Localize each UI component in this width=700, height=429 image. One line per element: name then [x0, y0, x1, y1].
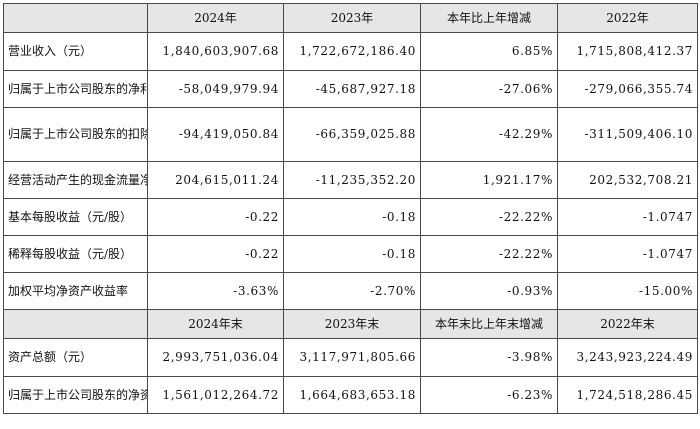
- cell-2023: -11,235,352.20: [283, 161, 421, 199]
- row-label: 营业收入（元）: [3, 32, 148, 71]
- cell-change: -0.93%: [420, 272, 558, 310]
- table-row: 归属于上市公司股东的扣除非经常性损益的净利润（元） -94,419,050.84…: [3, 107, 698, 162]
- cell-2024: -3.63%: [147, 272, 284, 310]
- row-label: 稀释每股收益（元/股）: [3, 235, 148, 273]
- cell-change: -22.22%: [420, 235, 558, 273]
- subheader-yoy-change: 本年末比上年末增减: [420, 309, 558, 339]
- cell-2023: -0.18: [283, 235, 421, 273]
- header-2023: 2023年: [283, 3, 421, 33]
- cell-2024: -58,049,979.94: [147, 70, 284, 108]
- table-subheader-row: 2024年末 2023年末 本年末比上年末增减 2022年末: [3, 309, 698, 339]
- cell-change: 6.85%: [420, 32, 558, 71]
- cell-2023: -2.70%: [283, 272, 421, 310]
- cell-2023: -45,687,927.18: [283, 70, 421, 108]
- table-row: 归属于上市公司股东的净利润（元） -58,049,979.94 -45,687,…: [3, 70, 698, 108]
- cell-2022: -311,509,406.10: [557, 107, 698, 162]
- subheader-blank-cell: [3, 309, 148, 339]
- row-label: 加权平均净资产收益率: [3, 272, 148, 310]
- table-row: 稀释每股收益（元/股） -0.22 -0.18 -22.22% -1.0747: [3, 235, 698, 273]
- row-label: 归属于上市公司股东的扣除非经常性损益的净利润（元）: [3, 107, 148, 162]
- cell-2024: -0.22: [147, 235, 284, 273]
- cell-2024: 204,615,011.24: [147, 161, 284, 199]
- cell-change: -22.22%: [420, 198, 558, 236]
- row-label: 经营活动产生的现金流量净额（元）: [3, 161, 148, 199]
- cell-2024: -94,419,050.84: [147, 107, 284, 162]
- header-2022: 2022年: [557, 3, 698, 33]
- cell-2023: -66,359,025.88: [283, 107, 421, 162]
- cell-2022: -15.00%: [557, 272, 698, 310]
- header-blank-cell: [3, 3, 148, 33]
- subheader-2022-end: 2022年末: [557, 309, 698, 339]
- cell-change: -27.06%: [420, 70, 558, 108]
- cell-2024: -0.22: [147, 198, 284, 236]
- cell-2022: 3,243,923,224.49: [557, 338, 698, 377]
- table-row: 资产总额（元） 2,993,751,036.04 3,117,971,805.6…: [3, 338, 698, 377]
- cell-2023: 3,117,971,805.66: [283, 338, 421, 377]
- table-row: 加权平均净资产收益率 -3.63% -2.70% -0.93% -15.00%: [3, 272, 698, 310]
- cell-change: 1,921.17%: [420, 161, 558, 199]
- table-row: 经营活动产生的现金流量净额（元） 204,615,011.24 -11,235,…: [3, 161, 698, 199]
- cell-2022: -1.0747: [557, 235, 698, 273]
- cell-2022: 202,532,708.21: [557, 161, 698, 199]
- table-row: 归属于上市公司股东的净资产（元） 1,561,012,264.72 1,664,…: [3, 376, 698, 414]
- row-label: 归属于上市公司股东的净资产（元）: [3, 376, 148, 414]
- cell-2022: 1,724,518,286.45: [557, 376, 698, 414]
- cell-2022: -1.0747: [557, 198, 698, 236]
- cell-change: -6.23%: [420, 376, 558, 414]
- table-row: 基本每股收益（元/股） -0.22 -0.18 -22.22% -1.0747: [3, 198, 698, 236]
- cell-2022: 1,715,808,412.37: [557, 32, 698, 71]
- subheader-2023-end: 2023年末: [283, 309, 421, 339]
- cell-2024: 1,840,603,907.68: [147, 32, 284, 71]
- cell-change: -42.29%: [420, 107, 558, 162]
- row-label: 归属于上市公司股东的净利润（元）: [3, 70, 148, 108]
- key-financial-data-table: 2024年 2023年 本年比上年增减 2022年 营业收入（元） 1,840,…: [3, 3, 698, 414]
- table-row: 营业收入（元） 1,840,603,907.68 1,722,672,186.4…: [3, 32, 698, 71]
- cell-change: -3.98%: [420, 338, 558, 377]
- header-yoy-change: 本年比上年增减: [420, 3, 558, 33]
- cell-2024: 2,993,751,036.04: [147, 338, 284, 377]
- cell-2024: 1,561,012,264.72: [147, 376, 284, 414]
- cell-2023: -0.18: [283, 198, 421, 236]
- cell-2023: 1,722,672,186.40: [283, 32, 421, 71]
- cell-2022: -279,066,355.74: [557, 70, 698, 108]
- cell-2023: 1,664,683,653.18: [283, 376, 421, 414]
- table-header-row: 2024年 2023年 本年比上年增减 2022年: [3, 3, 698, 33]
- row-label: 基本每股收益（元/股）: [3, 198, 148, 236]
- row-label: 资产总额（元）: [3, 338, 148, 377]
- subheader-2024-end: 2024年末: [147, 309, 284, 339]
- header-2024: 2024年: [147, 3, 284, 33]
